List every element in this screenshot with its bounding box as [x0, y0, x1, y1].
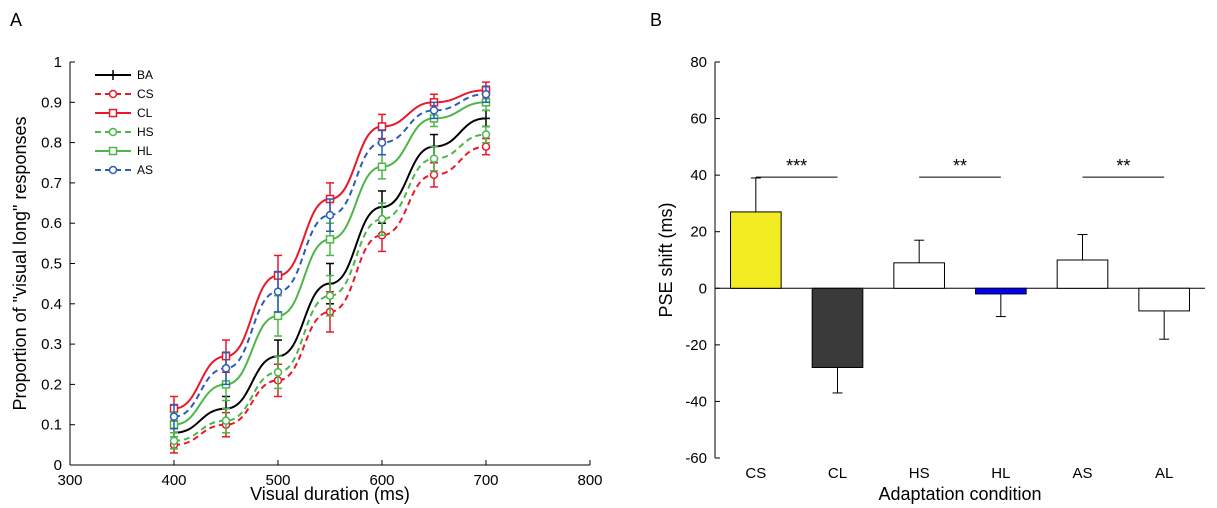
data-point: [273, 311, 283, 321]
category-label: CL: [828, 465, 847, 482]
x-tick-label: 400: [161, 472, 186, 489]
data-point: [429, 106, 439, 115]
data-point: [429, 154, 439, 163]
legend-label-cl: CL: [137, 106, 153, 120]
y-tick-label: -60: [685, 450, 707, 467]
y-axis-title: PSE shift (ms): [656, 202, 676, 317]
x-tick-label: 300: [57, 472, 82, 489]
legend-label-hs: HS: [137, 125, 154, 139]
category-label: HS: [909, 465, 930, 482]
psychometric-chart: 0 0.1 0.2 0.3 0.4 0.5 0.6 0.7 0.8 0.9 1 300 400 500 60…: [10, 54, 603, 504]
category-label: AL: [1155, 465, 1173, 482]
data-point: [273, 368, 283, 377]
panel-b-letter: B: [650, 10, 662, 30]
x-axis-title: Visual duration (ms): [250, 484, 410, 504]
y-tick-label: 40: [690, 167, 707, 184]
y-tick-label: 0.3: [41, 336, 62, 353]
data-point: [273, 287, 283, 296]
y-tick-label: 0: [54, 457, 62, 474]
data-point: [481, 130, 491, 139]
y-tick-label: 0.5: [41, 256, 62, 273]
y-tick-label: 0: [699, 280, 707, 297]
data-point: [325, 235, 335, 244]
bar-al: [1138, 287, 1190, 312]
y-axis-title: Proportion of "visual long" responses: [10, 117, 30, 411]
legend-marker: [108, 146, 118, 156]
data-point: [169, 412, 179, 421]
y-tick-label: 80: [690, 54, 707, 71]
data-point: [377, 214, 387, 224]
bar-as: [1056, 259, 1109, 289]
data-point: [325, 291, 335, 300]
x-tick-label: 800: [577, 472, 602, 489]
data-point: [325, 210, 335, 220]
y-tick-label: 0.7: [41, 175, 62, 192]
significance-label: **: [1116, 156, 1130, 176]
legend-label-cs: CS: [137, 87, 154, 101]
y-tick-label: 0.8: [41, 135, 62, 152]
data-point: [377, 122, 387, 131]
y-tick-label: 0.1: [41, 417, 62, 434]
bar-hs: [893, 262, 945, 289]
data-point: [481, 89, 491, 99]
y-tick-label: 0.6: [41, 215, 62, 232]
bar-hl: [975, 287, 1027, 295]
y-tick-label: 1: [54, 54, 62, 71]
legend-marker: [108, 127, 118, 137]
data-point: [481, 142, 491, 151]
category-label: HL: [991, 465, 1010, 482]
data-point: [429, 170, 439, 180]
y-tick-label: 20: [690, 224, 707, 241]
x-tick-label: 700: [473, 472, 498, 489]
bar-cl: [811, 287, 864, 368]
x-tick-label: 600: [369, 472, 394, 489]
data-point: [221, 364, 231, 373]
significance-label: **: [953, 156, 967, 176]
y-tick-label: 0.9: [41, 94, 62, 111]
data-point: [169, 436, 179, 446]
legend-marker: [108, 165, 118, 175]
y-tick-label: 0.4: [41, 296, 62, 313]
x-tick-label: 500: [265, 472, 290, 489]
data-point: [377, 138, 387, 147]
bar-cs: [730, 211, 782, 289]
data-point: [377, 162, 387, 172]
y-tick-label: 60: [690, 111, 707, 128]
legend-marker: [108, 108, 118, 118]
data-point: [221, 416, 231, 425]
legend-label-hl: HL: [137, 144, 153, 158]
y-tick-label: -40: [685, 393, 707, 410]
significance-label: ***: [786, 156, 807, 176]
y-tick-label: -20: [685, 337, 707, 354]
y-tick-label: 0.2: [41, 376, 62, 393]
x-axis-title: Adaptation condition: [878, 484, 1041, 504]
legend-label-as: AS: [137, 163, 153, 177]
legend-label-ba: BA: [137, 68, 153, 82]
panel-a-letter: A: [10, 10, 22, 30]
series-line-hs: [173, 133, 487, 442]
category-label: AS: [1072, 465, 1092, 482]
category-label: CS: [745, 465, 766, 482]
legend-marker: [108, 89, 118, 99]
